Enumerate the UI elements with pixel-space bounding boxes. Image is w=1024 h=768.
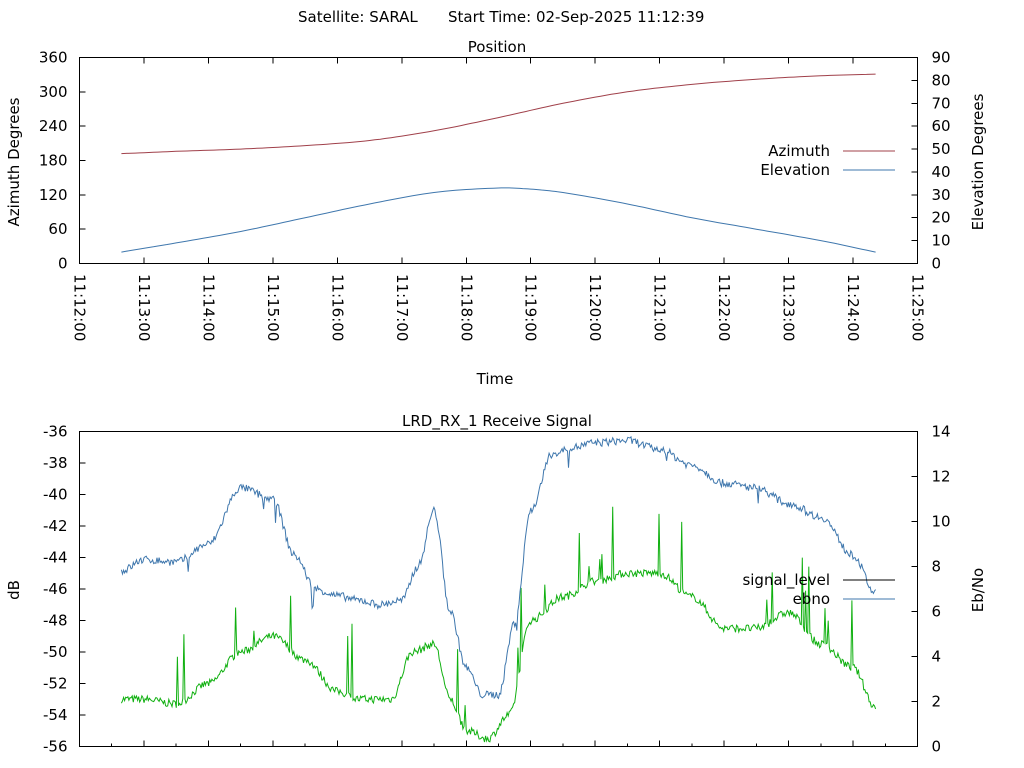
- y-tick-label: 240: [39, 117, 68, 135]
- position-left-axis: 0 60 120 180 240 300 360: [39, 49, 86, 273]
- start-time-label: Start Time: 02-Sep-2025 11:12:39: [448, 8, 704, 26]
- y-tick-label: -38: [43, 454, 68, 472]
- y-tick-label: -36: [43, 423, 68, 441]
- position-y2-axis-label: Elevation Degrees: [969, 93, 987, 230]
- y-tick-label: -48: [43, 612, 68, 630]
- y2-tick-label: 4: [932, 648, 942, 666]
- x-tick-label: 11:22:00: [715, 274, 733, 341]
- y2-tick-label: 90: [932, 49, 951, 67]
- y-tick-label: -54: [43, 706, 68, 724]
- position-x-axis-label: Time: [476, 370, 514, 388]
- y-tick-label: -56: [43, 738, 68, 756]
- y2-tick-label: 0: [932, 738, 942, 756]
- signal-level-series-line: [120, 506, 877, 743]
- x-tick-label: 11:16:00: [328, 274, 346, 341]
- position-chart-title: Position: [468, 38, 526, 56]
- signal-y-axis-label: dB: [5, 580, 23, 600]
- x-tick-label: 11:12:00: [71, 274, 89, 341]
- legend-azimuth-label: Azimuth: [768, 142, 830, 160]
- y-tick-label: -40: [43, 486, 68, 504]
- position-time-axis: 11:12:00 11:13:00 11:14:00 11:15:00 11:16:00…: [71, 57, 927, 341]
- x-tick-label: 11:23:00: [780, 274, 798, 341]
- signal-plot-frame: [79, 431, 918, 747]
- x-tick-label: 11:14:00: [199, 274, 217, 341]
- legend-elevation-label: Elevation: [760, 161, 830, 179]
- y2-tick-label: 50: [932, 140, 951, 158]
- y-tick-label: 360: [39, 49, 68, 67]
- y2-tick-label: 6: [932, 603, 942, 621]
- x-tick-label: 11:15:00: [264, 274, 282, 341]
- y-tick-label: -50: [43, 643, 68, 661]
- y-tick-label: -44: [43, 549, 68, 567]
- y2-tick-label: 60: [932, 117, 951, 135]
- y2-tick-label: 14: [932, 423, 951, 441]
- x-tick-label: 11:18:00: [457, 274, 475, 341]
- x-tick-label: 11:20:00: [586, 274, 604, 341]
- y2-tick-label: 30: [932, 186, 951, 204]
- signal-chart-title: LRD_RX_1 Receive Signal: [402, 412, 592, 431]
- x-tick-label: 11:21:00: [651, 274, 669, 341]
- y-tick-label: -46: [43, 580, 68, 598]
- position-y-axis-label: Azimuth Degrees: [5, 97, 23, 226]
- y-tick-label: 0: [58, 255, 68, 273]
- x-tick-label: 11:24:00: [844, 274, 862, 341]
- y2-tick-label: 10: [932, 232, 951, 250]
- y2-tick-label: 20: [932, 209, 951, 227]
- y-tick-label: 120: [39, 186, 68, 204]
- azimuth-series-line: [121, 73, 876, 155]
- y2-tick-label: 8: [932, 558, 942, 576]
- elevation-series-line: [121, 187, 876, 253]
- ebno-series-line: [120, 435, 876, 700]
- y-tick-label: 60: [48, 220, 67, 238]
- signal-time-axis: [111, 740, 886, 747]
- y2-tick-label: 70: [932, 94, 951, 112]
- y-tick-label: -42: [43, 517, 68, 535]
- y-tick-label: 300: [39, 83, 68, 101]
- position-right-axis: 0 10 20 30 40 50 60 70 80 90: [911, 49, 951, 273]
- x-tick-label: 11:19:00: [522, 274, 540, 341]
- x-tick-label: 11:13:00: [135, 274, 153, 341]
- x-tick-label: 11:17:00: [393, 274, 411, 341]
- signal-right-axis: 0 2 4 6 8 10 12 14: [911, 423, 951, 756]
- signal-left-axis: -56 -54 -52 -50 -48 -46 -44 -42 -40 -38 -36: [43, 423, 86, 756]
- legend-ebno-label: ebno: [793, 590, 830, 608]
- signal-y2-axis-label: Eb/No: [969, 568, 987, 612]
- y2-tick-label: 40: [932, 163, 951, 181]
- y2-tick-label: 12: [932, 468, 951, 486]
- y2-tick-label: 80: [932, 71, 951, 89]
- y2-tick-label: 10: [932, 513, 951, 531]
- satellite-label: Satellite: SARAL: [298, 8, 418, 26]
- x-tick-label: 11:25:00: [909, 274, 927, 341]
- y2-tick-label: 2: [932, 693, 942, 711]
- y-tick-label: -52: [43, 675, 68, 693]
- y2-tick-label: 0: [932, 255, 942, 273]
- legend-signal-level-label: signal_level: [742, 571, 830, 590]
- y-tick-label: 180: [39, 152, 68, 170]
